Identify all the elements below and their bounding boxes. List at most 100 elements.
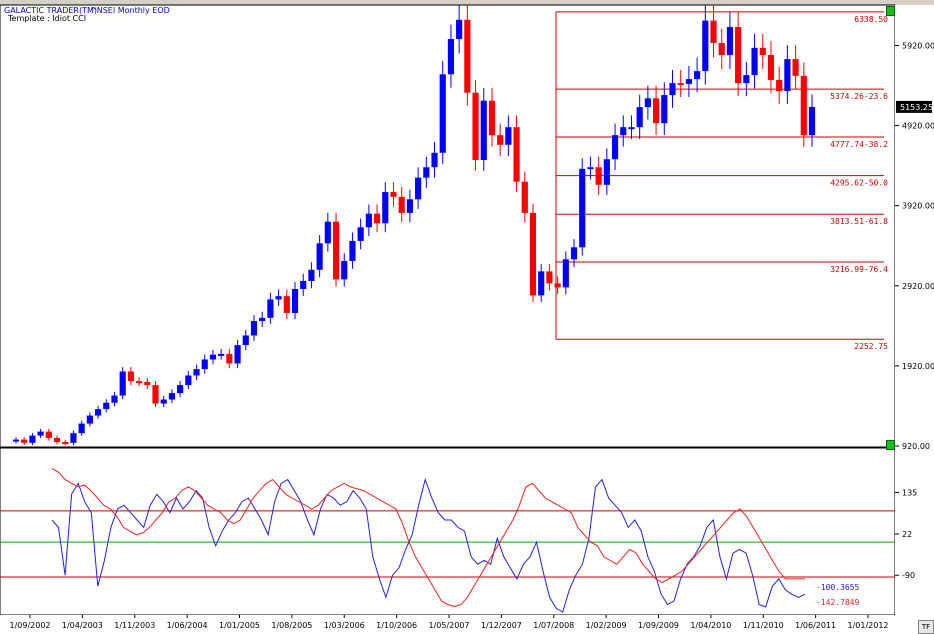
- last-price-tag: [896, 100, 932, 113]
- date-tick-label: 1/02/2009: [586, 621, 627, 630]
- date-tick-label: 1/09/2002: [9, 621, 50, 630]
- candle-body: [644, 98, 651, 108]
- candle-body: [759, 47, 766, 56]
- candle-body: [398, 196, 405, 213]
- candle-body: [538, 271, 545, 296]
- candle-body: [29, 435, 36, 443]
- candle-body: [694, 71, 701, 80]
- candle-body: [365, 213, 372, 228]
- candle-body: [168, 393, 175, 400]
- candle-body: [611, 135, 619, 160]
- candle-body: [62, 441, 69, 444]
- candle-body: [283, 296, 290, 314]
- candle-body: [546, 271, 553, 284]
- cci-tick-label: 22: [902, 530, 912, 539]
- price-tick-label: 5920.00: [902, 41, 934, 50]
- date-tick-label: 1/11/2010: [743, 621, 784, 630]
- date-tick-label: 1/05/2007: [428, 621, 469, 630]
- candle-body: [456, 19, 463, 40]
- price-tick-label: 4920.00: [902, 122, 934, 131]
- candle-body: [702, 20, 709, 72]
- candle-body: [718, 43, 725, 56]
- fib-level-label: 5374.26-23.6: [830, 92, 888, 101]
- candle-body: [677, 83, 684, 86]
- date-tick-label: 1/03/2006: [324, 621, 365, 630]
- candle-body: [579, 168, 586, 248]
- cci-value-label: -142.7849: [816, 598, 860, 607]
- candle-body: [103, 402, 110, 410]
- candle-body: [472, 92, 479, 161]
- price-panel-bg: [0, 4, 896, 448]
- candle-body: [497, 135, 504, 145]
- candle-body: [735, 27, 742, 84]
- candle-body: [628, 127, 635, 130]
- candle-body: [726, 27, 734, 56]
- panel-toggle-button-bottom[interactable]: [886, 440, 895, 450]
- indicator-panel-bg: [0, 447, 896, 616]
- candle-body: [464, 19, 471, 93]
- candle-body: [291, 288, 299, 314]
- price-tick-label: 3920.00: [902, 202, 934, 211]
- panel-toggle-button-top[interactable]: [886, 6, 895, 16]
- candle-body: [136, 381, 143, 384]
- candle-body: [70, 433, 77, 443]
- timeframe-button[interactable]: TF: [918, 620, 934, 634]
- date-axis-bg: [0, 615, 934, 634]
- candle-body: [620, 127, 627, 136]
- fib-level-label: 2252.75: [854, 342, 888, 351]
- candle-body: [415, 177, 422, 200]
- price-tick-label: 1920.00: [902, 362, 934, 371]
- candle-body: [488, 100, 496, 136]
- candle-body: [193, 369, 200, 376]
- candle-body: [423, 167, 430, 178]
- candle-body: [160, 399, 167, 404]
- candle-body: [751, 47, 758, 76]
- cci-tick-label: -90: [902, 571, 915, 580]
- candle-body: [21, 439, 28, 443]
- candle-body: [570, 247, 578, 260]
- date-tick-label: 1/06/2011: [795, 621, 836, 630]
- fib-level-label: 3813.51-61.8: [830, 217, 888, 226]
- candle-body: [800, 75, 807, 136]
- date-tick-label: 1/07/2008: [533, 621, 574, 630]
- candle-body: [373, 213, 381, 224]
- price-tick-label: 2920.00: [902, 282, 934, 291]
- candle-body: [275, 296, 282, 300]
- cci-tick-label: 135: [902, 488, 917, 497]
- candle-body: [521, 181, 528, 213]
- candle-body: [349, 240, 356, 261]
- candle-body: [94, 409, 102, 416]
- fib-level-label: 3216.99-76.4: [830, 265, 888, 274]
- candle-body: [513, 127, 520, 182]
- symbol-label: ^NSEI Monthly EOD: [90, 6, 170, 15]
- fib-level-label: 4777.74-38.2: [830, 140, 888, 149]
- candle-body: [636, 107, 643, 128]
- candle-body: [685, 79, 692, 84]
- cci-value-label: -100.3655: [816, 583, 860, 592]
- candle-body: [341, 260, 348, 280]
- candle-body: [259, 317, 266, 322]
- cci-slow-line: [51, 468, 805, 608]
- candle-body: [595, 167, 602, 185]
- candle-body: [661, 95, 668, 124]
- candle-body: [447, 39, 455, 75]
- candle-body: [127, 371, 134, 382]
- candle-body: [218, 353, 225, 356]
- candle-body: [332, 221, 340, 280]
- date-tick-label: 1/11/2003: [114, 621, 155, 630]
- candle-body: [587, 167, 594, 170]
- date-tick-label: 1/12/2007: [481, 621, 522, 630]
- candle-body: [653, 98, 660, 124]
- app-title: GALACTIC TRADER(TM): [4, 6, 98, 15]
- fib-level-label: 4295.62-50.0: [830, 179, 888, 188]
- candle-body: [792, 59, 799, 76]
- candle-body: [152, 385, 159, 404]
- candle-body: [324, 221, 331, 244]
- candle-body: [562, 259, 569, 288]
- candle-body: [390, 192, 397, 197]
- candle-body: [529, 212, 537, 296]
- candle-body: [78, 423, 85, 434]
- candle-body: [119, 371, 126, 396]
- candle-body: [300, 280, 307, 289]
